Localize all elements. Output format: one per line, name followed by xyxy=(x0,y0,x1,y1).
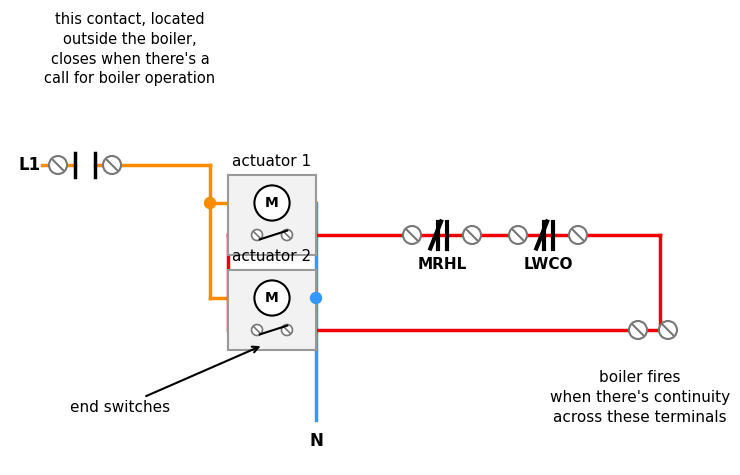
Circle shape xyxy=(629,321,647,339)
Circle shape xyxy=(252,229,263,240)
Text: actuator 1: actuator 1 xyxy=(232,154,312,169)
Text: M: M xyxy=(265,291,279,305)
Text: actuator 2: actuator 2 xyxy=(232,249,312,264)
Text: LWCO: LWCO xyxy=(523,257,573,272)
Circle shape xyxy=(659,321,677,339)
Circle shape xyxy=(252,324,263,335)
Circle shape xyxy=(509,226,527,244)
Text: MRHL: MRHL xyxy=(417,257,467,272)
Circle shape xyxy=(311,293,321,304)
Circle shape xyxy=(281,324,292,335)
Circle shape xyxy=(255,185,289,220)
Circle shape xyxy=(281,229,292,240)
Text: this contact, located
outside the boiler,
closes when there's a
call for boiler : this contact, located outside the boiler… xyxy=(44,12,215,86)
Circle shape xyxy=(204,198,215,209)
Text: L1: L1 xyxy=(18,156,40,174)
Text: N: N xyxy=(309,432,323,450)
Circle shape xyxy=(403,226,421,244)
Bar xyxy=(228,175,316,255)
Circle shape xyxy=(103,156,121,174)
Text: end switches: end switches xyxy=(70,347,258,415)
Circle shape xyxy=(463,226,481,244)
Text: M: M xyxy=(265,196,279,210)
Text: boiler fires
when there's continuity
across these terminals: boiler fires when there's continuity acr… xyxy=(550,370,730,425)
Circle shape xyxy=(569,226,587,244)
Circle shape xyxy=(49,156,67,174)
Bar xyxy=(228,270,316,350)
Circle shape xyxy=(255,280,289,315)
